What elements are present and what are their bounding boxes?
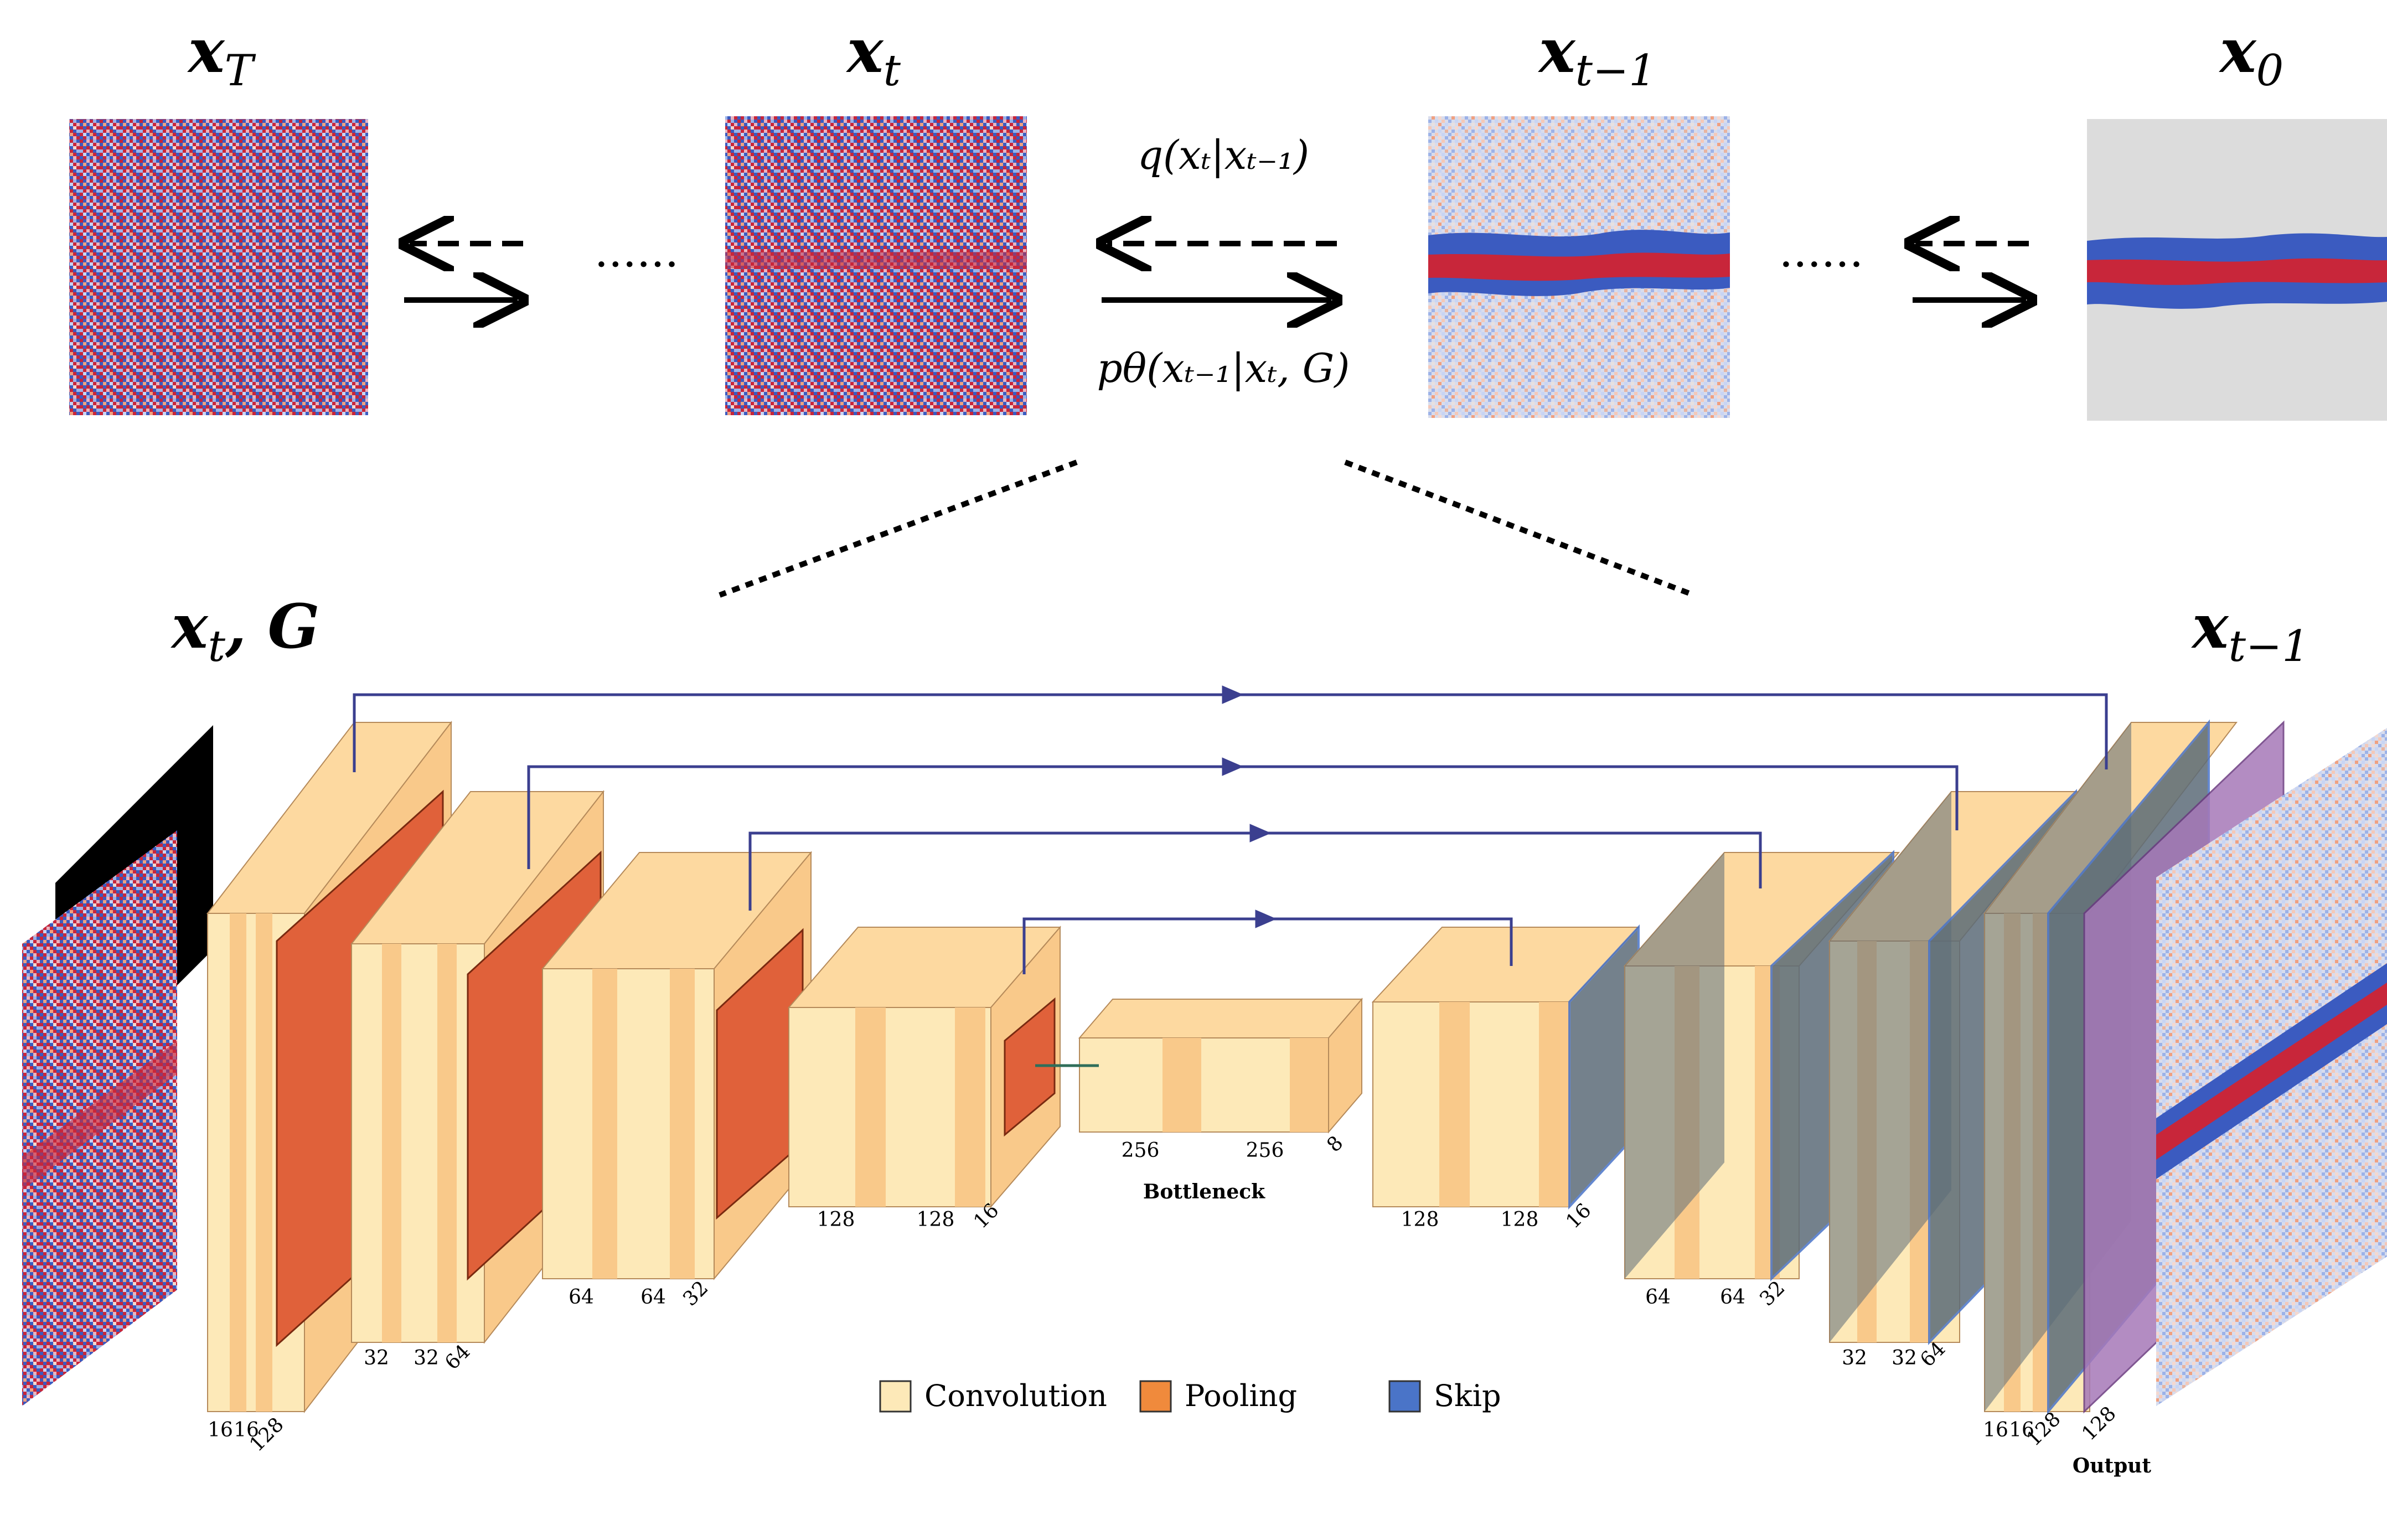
label-xt-1: xt−1 [1538, 15, 1656, 96]
label-x0: x0 [2219, 15, 2283, 96]
label-xT: xT [187, 15, 256, 96]
legend-label-skip: Skip [1434, 1378, 1501, 1413]
image-xt-1-red-band [1428, 252, 1730, 281]
dim-e1-a: 16 [208, 1419, 233, 1441]
dim-e2-a: 32 [364, 1347, 389, 1370]
legend-swatch-skip [1388, 1380, 1421, 1413]
legend-swatch-convolution [879, 1380, 912, 1413]
legend: Convolution Pooling Skip [879, 1378, 1501, 1413]
dim-e3-a: 64 [569, 1286, 594, 1309]
dim-e4-b: 128 [917, 1208, 955, 1231]
ellipsis-2: ······ [1779, 239, 1864, 290]
dim-d2-a: 64 [1645, 1286, 1671, 1309]
output-label: Output [2073, 1454, 2152, 1477]
image-x0-red-band [2087, 258, 2387, 285]
encoder-block-4 [787, 926, 1062, 1208]
network-input-label: xt, G [170, 591, 320, 671]
top-state-xT: xT [69, 15, 368, 415]
network-output-label: xt−1 [2191, 591, 2310, 671]
legend-label-pooling: Pooling [1185, 1378, 1297, 1413]
forward-process-label: q(xₜ|xₜ₋₁) [1138, 132, 1309, 178]
arrows-xt-xt-1: q(xₜ|xₜ₋₁) pθ(xₜ₋₁|xₜ, G) [1097, 132, 1350, 391]
bottleneck-block [1035, 998, 1363, 1134]
dim-d1-a: 128 [1401, 1208, 1439, 1231]
dim-e3-b: 64 [640, 1286, 666, 1309]
pooling-layer-4 [1004, 997, 1056, 1137]
dim-d2-b: 64 [1720, 1286, 1745, 1309]
dim-e2-b: 32 [414, 1347, 439, 1370]
reverse-process-label: pθ(xₜ₋₁|xₜ, G) [1097, 345, 1350, 391]
skip-connections [353, 685, 2108, 974]
dim-e3-c: 32 [679, 1277, 712, 1310]
arrows-xt-1-x0 [1913, 244, 2029, 300]
dim-d1-b: 128 [1501, 1208, 1539, 1231]
skip-arrow-1 [1222, 685, 1244, 704]
label-xt: xt [846, 15, 901, 96]
decoder-block-1 [1371, 924, 1640, 1210]
bottleneck-label: Bottleneck [1143, 1180, 1265, 1203]
dim-bn-b: 256 [1246, 1139, 1284, 1162]
input-image-red-band [22, 1041, 177, 1190]
image-xt-signal-band [725, 252, 1027, 268]
top-state-xt: xt [725, 15, 1027, 415]
output-image-red-band [2156, 983, 2387, 1160]
dim-bn-a: 256 [1122, 1139, 1160, 1162]
dim-e1-b: 16 [234, 1419, 259, 1441]
dim-d4-c: 128 [2022, 1408, 2065, 1451]
legend-swatch-pooling [1139, 1380, 1172, 1413]
skip-arrow-3 [1249, 824, 1272, 843]
skip-arrow-4 [1255, 909, 1277, 928]
dim-d3-b: 32 [1892, 1347, 1917, 1370]
dim-d4-a: 16 [1983, 1419, 2008, 1441]
legend-label-convolution: Convolution [924, 1378, 1107, 1413]
image-xT-noise [69, 119, 368, 415]
dim-d4-b: 16 [2009, 1419, 2034, 1441]
dim-e4-a: 128 [817, 1208, 855, 1231]
dim-d2-c: 32 [1755, 1277, 1789, 1310]
arrows-xT-xt [404, 244, 523, 300]
top-state-x0: x0 [2087, 15, 2387, 421]
encoder-block-3 [541, 851, 813, 1280]
network-input-images [22, 725, 213, 1406]
top-state-xt-1: xt−1 [1428, 15, 1730, 418]
skip-connection-3 [748, 831, 1762, 911]
zoom-line-right [1344, 459, 1695, 598]
zoom-line-left [719, 459, 1078, 598]
dim-e2-c: 64 [441, 1340, 474, 1374]
ellipsis-1: ······ [595, 239, 679, 290]
network-output-image [2156, 728, 2387, 1406]
dim-d3-a: 32 [1842, 1347, 1867, 1370]
dim-bn-c: 8 [1322, 1131, 1347, 1156]
skip-arrow-2 [1222, 757, 1244, 776]
skip-connection-1 [353, 693, 2108, 772]
